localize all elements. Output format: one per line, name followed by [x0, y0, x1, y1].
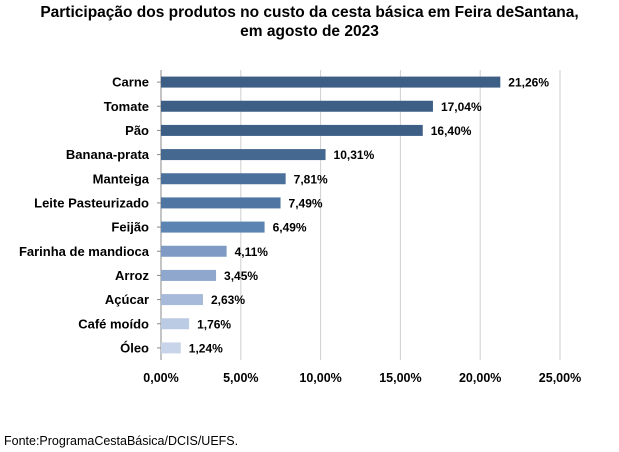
chart-title: Participação dos produtos no custo da ce…: [0, 3, 619, 41]
bar: [161, 318, 190, 330]
category-label: Farinha de mandioca: [19, 244, 150, 259]
category-label: Carne: [112, 75, 149, 90]
bar: [161, 269, 217, 281]
data-label: 17,04%: [441, 100, 482, 114]
bar: [161, 221, 265, 233]
data-label: 7,49%: [289, 196, 323, 210]
bar: [161, 100, 433, 112]
category-label: Manteiga: [93, 171, 150, 186]
bar: [161, 294, 203, 306]
chart-title-line1: Participação dos produtos no custo da ce…: [40, 4, 579, 21]
category-label: Açúcar: [105, 292, 149, 307]
data-label: 4,11%: [235, 245, 269, 259]
bar: [161, 197, 281, 209]
category-label: Pão: [125, 123, 149, 138]
data-label: 7,81%: [294, 172, 328, 186]
data-label: 1,24%: [189, 341, 223, 355]
data-label: 1,76%: [197, 317, 231, 331]
bar: [161, 149, 326, 161]
data-label: 21,26%: [508, 76, 549, 90]
category-label: Banana-prata: [66, 147, 150, 162]
category-label: Café moído: [78, 316, 149, 331]
category-label: Leite Pasteurizado: [34, 195, 149, 210]
data-label: 2,63%: [211, 293, 245, 307]
category-label: Tomate: [104, 99, 149, 114]
x-tick-label: 20,00%: [459, 371, 501, 385]
x-tick-label: 25,00%: [539, 371, 581, 385]
category-label: Feijão: [111, 220, 149, 235]
bar: [161, 342, 181, 354]
chart-title-line2: em agosto de 2023: [240, 23, 379, 40]
source-note: Fonte:ProgramaCestaBásica/DCIS/UEFS.: [4, 434, 239, 448]
bar: [161, 245, 227, 257]
x-tick-label: 0,00%: [143, 371, 178, 385]
x-tick-label: 10,00%: [299, 371, 341, 385]
bar: [161, 124, 423, 136]
bar-chart: 0,00% 5,00% 10,00% 15,00% 20,00% 25,00% Carne 2…: [19, 70, 581, 385]
x-tick-label: 15,00%: [379, 371, 421, 385]
data-label: 6,49%: [273, 221, 307, 235]
bar: [161, 173, 286, 185]
data-label: 16,40%: [431, 124, 472, 138]
data-label: 3,45%: [224, 269, 258, 283]
bar: [161, 76, 501, 88]
x-tick-label: 5,00%: [223, 371, 258, 385]
data-label: 10,31%: [334, 148, 375, 162]
category-label: Arroz: [115, 268, 149, 283]
category-label: Óleo: [120, 340, 149, 355]
